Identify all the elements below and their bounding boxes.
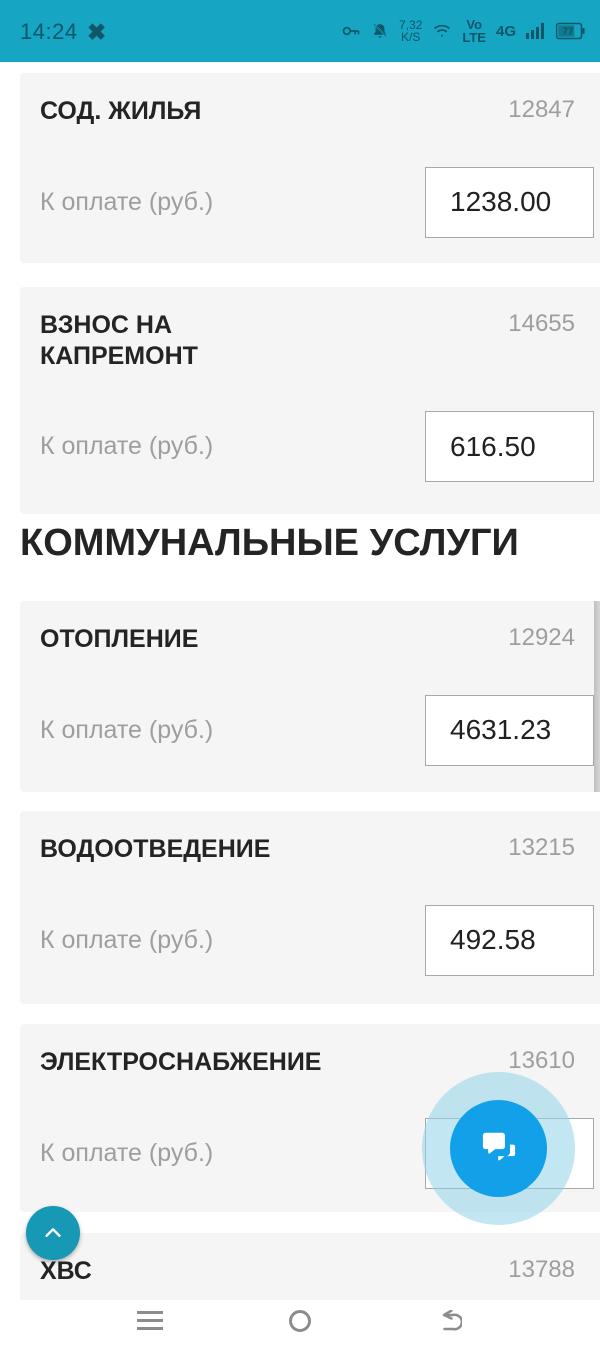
svg-text:77: 77 <box>562 27 574 38</box>
